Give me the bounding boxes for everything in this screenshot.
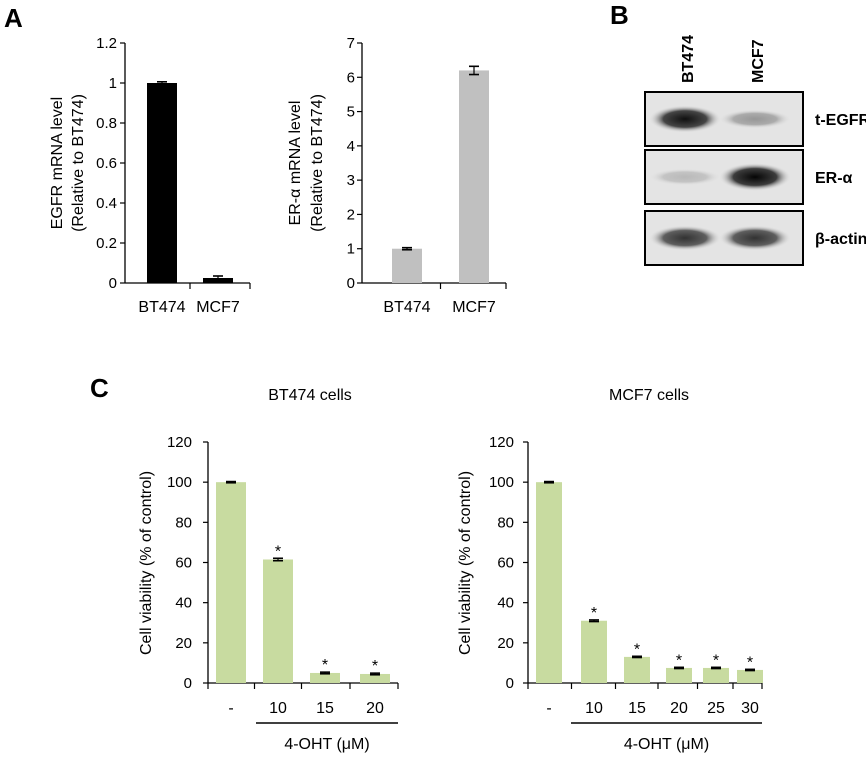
panel-label-b: B — [610, 0, 629, 30]
y-tick-label: 120 — [167, 434, 192, 451]
y-tick-label: 0.8 — [96, 115, 117, 132]
y-tick-label: 20 — [497, 635, 514, 652]
x-category-label: 20 — [366, 700, 384, 717]
x-category-label: MCF7 — [452, 299, 496, 316]
blot-band — [719, 163, 791, 191]
bar-MCF7 — [459, 70, 489, 283]
blot-lane-label: BT474 — [680, 35, 697, 83]
bar-20 — [666, 667, 692, 683]
y-tick-label: 100 — [489, 474, 514, 491]
x-category-label: - — [228, 700, 233, 717]
chart-er-alpha-mrna: 0 1 2 3 4 5 6 7 BT474 MCF7 ER-α mRNA level (Relativ… — [287, 35, 507, 316]
y-axis-label: EGFR mRNA level — [49, 97, 66, 229]
bar-- — [216, 482, 246, 683]
significance-star: * — [713, 652, 719, 669]
y-axis-label: Cell viability (% of control) — [457, 471, 474, 655]
y-tick-label: 20 — [175, 635, 192, 652]
y-tick-label: 80 — [497, 514, 514, 531]
y-tick-label: 60 — [175, 555, 192, 572]
y-tick-label: 80 — [175, 514, 192, 531]
chart-title: BT474 cells — [268, 387, 352, 404]
y-tick-label: 1 — [109, 75, 117, 92]
y-tick-label: 7 — [347, 35, 355, 52]
significance-star: * — [275, 543, 281, 560]
significance-star: * — [634, 641, 640, 658]
chart-mcf7-viability: MCF7 cells 0 20 40 60 80 100 120 - * 10 * 15 * 20 * 25 * 3… — [457, 387, 763, 753]
bar-BT474 — [147, 83, 177, 283]
y-axis-label: ER-α mRNA level — [287, 101, 304, 226]
y-tick-label: 4 — [347, 138, 355, 155]
y-tick-label: 0 — [506, 675, 514, 692]
y-tick-label: 40 — [497, 595, 514, 612]
blot-row-label: ER-α — [815, 170, 853, 187]
y-tick-label: 100 — [167, 474, 192, 491]
y-tick-label: 6 — [347, 69, 355, 86]
chart-egfr-mrna: 0 0.2 0.4 0.6 0.8 1 1.2 BT474 MCF7 EGFR mRNA leve… — [49, 35, 251, 316]
bar-15 — [624, 656, 650, 683]
chart-bt474-viability: BT474 cells 0 20 40 60 80 100 120 - * 10 * 15 * 20 Cell… — [138, 387, 399, 753]
x-category-label: 30 — [741, 700, 759, 717]
x-axis-label: 4-OHT (μM) — [624, 736, 709, 753]
bar-15 — [310, 672, 340, 683]
blot-band — [649, 105, 721, 133]
bar-BT474 — [392, 248, 422, 283]
blot-band — [649, 225, 721, 251]
x-category-label: 15 — [628, 700, 646, 717]
significance-star: * — [591, 605, 597, 622]
y-axis-label: Cell viability (% of control) — [138, 471, 155, 655]
x-category-label: 25 — [707, 700, 725, 717]
bar-10 — [263, 559, 293, 683]
x-category-label: MCF7 — [196, 299, 240, 316]
x-category-label: BT474 — [383, 299, 430, 316]
blot-band — [649, 168, 721, 186]
y-axis-label: (Relative to BT474) — [70, 94, 87, 232]
significance-star: * — [322, 657, 328, 674]
blot-band — [719, 109, 791, 129]
x-category-label: - — [546, 700, 551, 717]
blot-lane-label: MCF7 — [750, 39, 767, 83]
y-tick-label: 40 — [175, 595, 192, 612]
x-category-label: 20 — [670, 700, 688, 717]
y-tick-label: 60 — [497, 555, 514, 572]
y-tick-label: 1.2 — [96, 35, 117, 52]
x-category-label: BT474 — [138, 299, 185, 316]
bar-- — [536, 482, 562, 683]
blot-row-label: t-EGFR — [815, 112, 866, 129]
panel-label-c: C — [90, 373, 109, 403]
y-tick-label: 0 — [109, 275, 117, 292]
x-category-label: 10 — [585, 700, 603, 717]
y-tick-label: 2 — [347, 206, 355, 223]
bar-20 — [360, 673, 390, 683]
bar-30 — [737, 669, 763, 683]
chart-title: MCF7 cells — [609, 387, 689, 404]
x-category-label: 10 — [269, 700, 287, 717]
y-tick-label: 3 — [347, 172, 355, 189]
bar-25 — [703, 667, 729, 683]
x-category-label: 15 — [316, 700, 334, 717]
x-axis-label: 4-OHT (μM) — [284, 736, 369, 753]
bar-10 — [581, 620, 607, 683]
blot-row-label: β-actin — [815, 231, 866, 248]
western-blot: BT474 MCF7 t-EGFR ER-α β-actin — [644, 35, 866, 266]
y-axis-label: (Relative to BT474) — [309, 94, 326, 232]
y-tick-label: 0.4 — [96, 195, 117, 212]
panel-label-a: A — [4, 3, 23, 33]
significance-star: * — [676, 652, 682, 669]
significance-star: * — [372, 658, 378, 675]
y-tick-label: 0.6 — [96, 155, 117, 172]
y-tick-label: 0.2 — [96, 235, 117, 252]
y-tick-label: 5 — [347, 104, 355, 121]
y-tick-label: 0 — [184, 675, 192, 692]
y-tick-label: 1 — [347, 241, 355, 258]
y-tick-label: 0 — [347, 275, 355, 292]
significance-star: * — [747, 654, 753, 671]
blot-band — [719, 225, 791, 251]
y-tick-label: 120 — [489, 434, 514, 451]
